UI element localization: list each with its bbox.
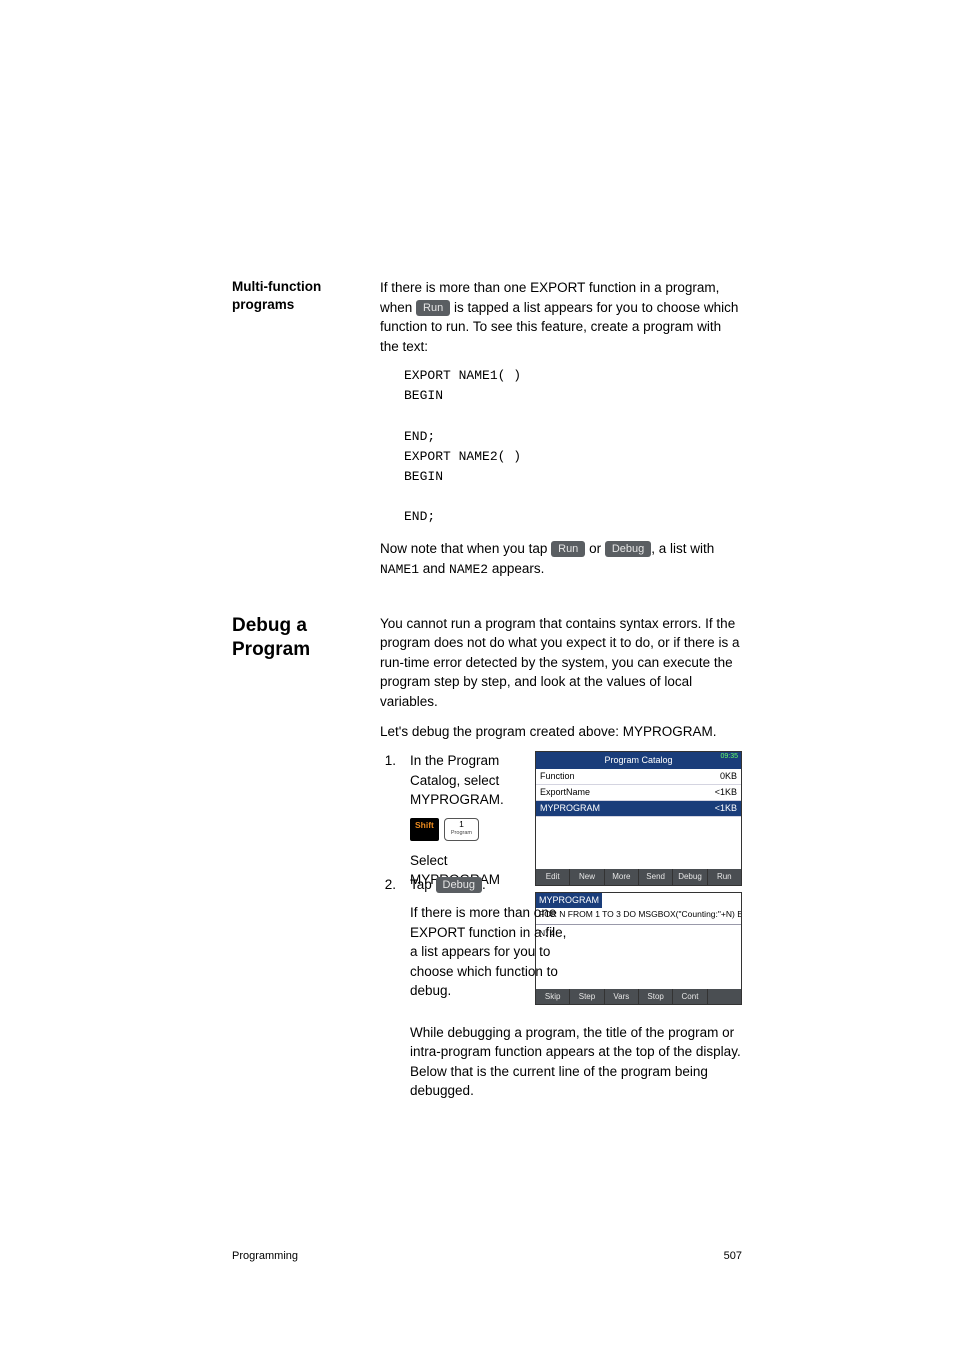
softkey [708,989,741,1005]
text-fragment: Tap [410,877,436,892]
screen-body: Function 0KB ExportName <1KB MYPROGRAM <… [536,769,741,869]
step-list: 1. In the Program Catalog, select MYPROG… [380,751,742,1009]
note-paragraph: Now note that when you tap Run or Debug,… [380,539,742,579]
softkey: Vars [605,989,639,1005]
program-size: 0KB [720,770,737,783]
key-sublabel: Program [451,828,472,839]
text-fragment: . [482,877,486,892]
step-instruction: If there is more than one EXPORT functio… [410,903,570,1001]
code-line: END; [404,507,742,527]
catalog-row: ExportName <1KB [536,785,741,801]
text-fragment: appears. [488,561,544,576]
page-footer: Programming 507 [232,1250,742,1262]
title-text: Program Catalog [604,755,672,765]
footer-chapter: Programming [232,1250,298,1262]
softkey: Cont [673,989,707,1005]
margin-heading-multi-function: Multi-function programs [232,278,358,314]
footer-page-number: 507 [724,1250,742,1262]
debug-intro-paragraph: You cannot run a program that contains s… [380,614,742,712]
code-inline: NAME2 [449,562,488,577]
text-fragment: , a list with [651,541,714,556]
program-name: MYPROGRAM [540,802,600,815]
code-inline: NAME1 [380,562,419,577]
screen-title: Program Catalog 09:35 [536,752,741,769]
debug-lets-paragraph: Let's debug the program created above: M… [380,722,742,742]
run-softkey: Run [551,541,585,557]
program-size: <1KB [715,802,737,815]
debug-softkey: Debug [436,877,482,893]
text-fragment: or [585,541,605,556]
program-key: 1 Program [444,818,479,841]
program-size: <1KB [715,786,737,799]
step-body: Tap Debug. If there is more than one EXP… [410,875,570,1008]
code-line: EXPORT NAME1( ) [404,366,742,386]
margin-column: Debug a Program [232,614,358,1111]
shift-key: Shift [410,818,439,841]
body-column: You cannot run a program that contains s… [380,614,742,1111]
softkey: Debug [673,869,707,885]
step-instruction: In the Program Catalog, select MYPROGRAM… [410,751,523,810]
catalog-row: Function 0KB [536,769,741,785]
softkey: New [570,869,604,885]
catalog-row-selected: MYPROGRAM <1KB [536,801,741,817]
softkey: Stop [639,989,673,1005]
softkey: More [605,869,639,885]
step-number: 2. [380,875,396,1008]
intro-paragraph: If there is more than one EXPORT functio… [380,278,742,356]
code-line: END; [404,427,742,447]
code-example: EXPORT NAME1( ) BEGIN END; EXPORT NAME2(… [404,366,742,527]
debug-program-section: Debug a Program You cannot run a program… [232,614,742,1111]
softkey: Send [639,869,673,885]
key-sequence: Shift 1 Program [410,818,523,841]
program-name: ExportName [540,786,590,799]
run-softkey: Run [416,300,450,316]
program-name: Function [540,770,575,783]
step-instruction: Tap Debug. [410,875,570,895]
step-continuation: While debugging a program, the title of … [410,1023,742,1101]
text-fragment: and [419,561,449,576]
code-line: BEGIN [404,467,742,487]
debug-softkey: Debug [605,541,651,557]
body-column: If there is more than one EXPORT functio… [380,278,742,590]
code-line: BEGIN [404,386,742,406]
section-heading-debug: Debug a Program [232,614,358,663]
text-fragment: Now note that when you tap [380,541,551,556]
multi-function-section: Multi-function programs If there is more… [232,278,742,590]
margin-column: Multi-function programs [232,278,358,590]
clock-indicator: 09:35 [720,753,738,761]
program-catalog-screenshot: Program Catalog 09:35 Function 0KB Expor… [535,751,742,886]
softkey: Run [708,869,741,885]
code-line: EXPORT NAME2( ) [404,447,742,467]
softkey: Step [570,989,604,1005]
